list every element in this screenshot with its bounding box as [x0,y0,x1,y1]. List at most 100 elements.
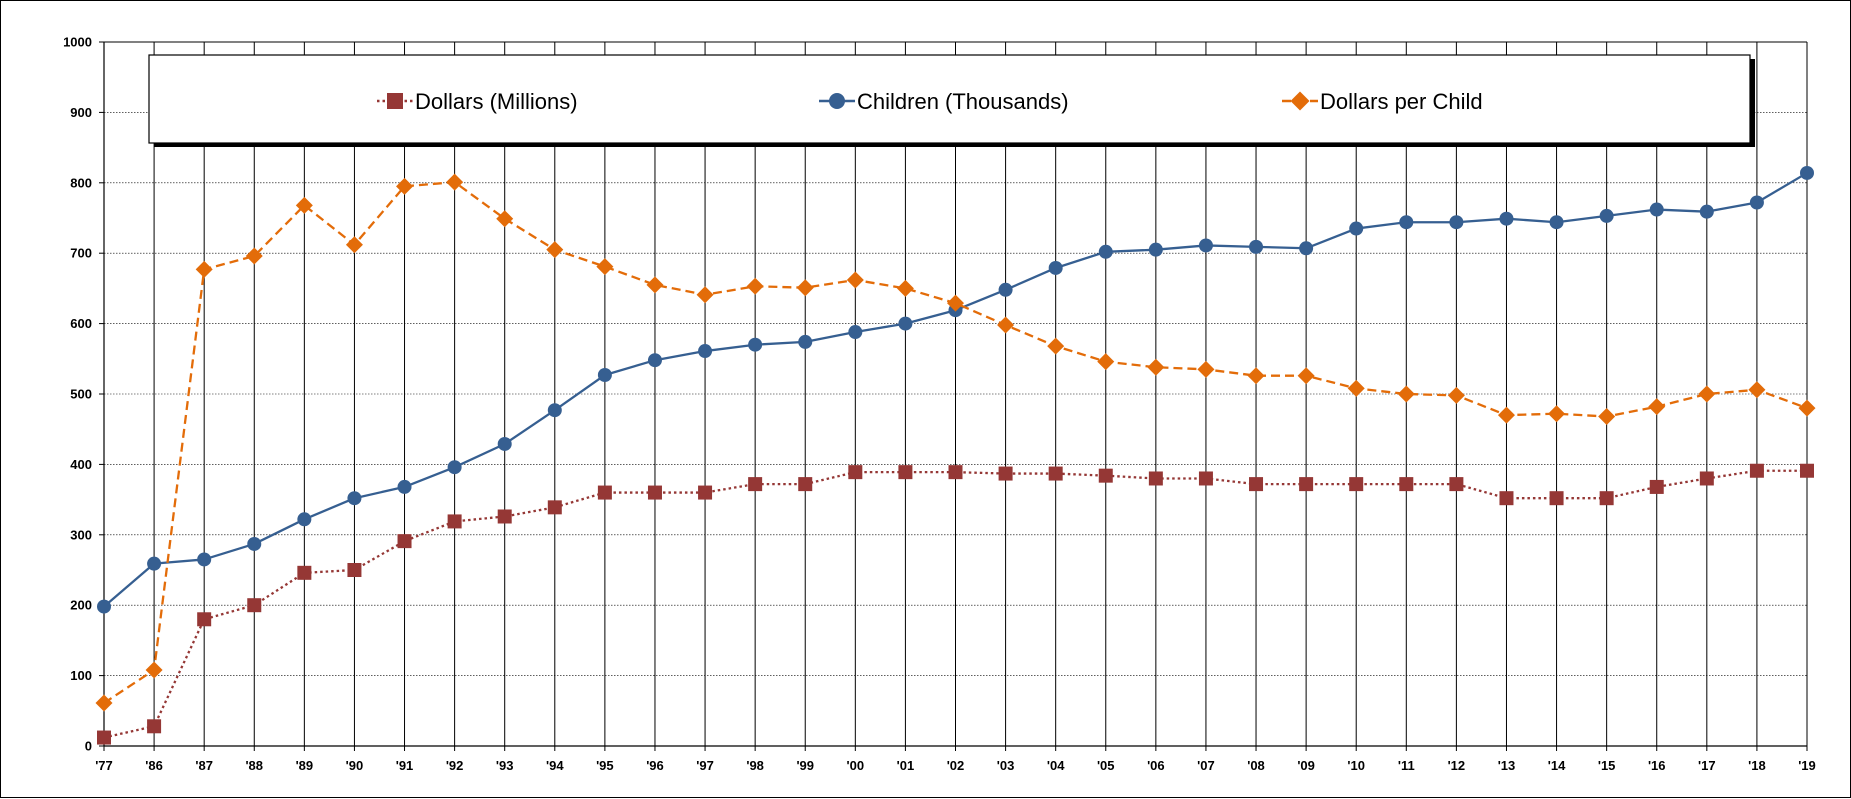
data-point [846,271,864,289]
data-point [1598,408,1616,426]
data-point [1147,358,1165,376]
data-point [1299,477,1314,492]
grid-lines [103,41,1808,747]
data-point [1699,204,1714,219]
y-tick-label: 200 [70,598,92,613]
data-point [447,514,462,529]
y-tick-label: 300 [70,527,92,542]
data-point [796,279,814,297]
x-tick-label: '16 [1648,758,1666,773]
data-point [1499,211,1514,226]
legend: Dollars (Millions) Children (Thousands) Do… [148,54,1755,147]
data-point [848,465,863,480]
data-point [1397,385,1415,403]
data-point [1599,491,1614,506]
legend-item-children-thousands: Children (Thousands) [819,89,1069,114]
x-tick-label: '89 [296,758,314,773]
data-point [1599,208,1614,223]
data-point [1749,195,1764,210]
data-point [1299,241,1314,256]
data-point [646,276,664,294]
data-point [997,316,1015,334]
data-point [848,325,863,340]
series-dollars-per-child [95,173,1816,712]
y-tick-label: 100 [70,668,92,683]
data-point [647,485,662,500]
x-tick-label: '92 [446,758,464,773]
x-tick-label: '07 [1197,758,1215,773]
data-point [1449,477,1464,492]
data-point [95,694,113,712]
data-point [1499,491,1514,506]
legend-item-dollars-per-child: Dollars per Child [1282,89,1483,114]
x-tick-label: '15 [1598,758,1616,773]
x-tick-label: '93 [496,758,514,773]
y-tick-label: 800 [70,175,92,190]
data-point [1698,385,1716,403]
data-point [1548,405,1566,423]
data-point [147,556,162,571]
data-point [397,479,412,494]
data-point [197,552,212,567]
data-point [1399,477,1414,492]
x-tick-label: '05 [1097,758,1115,773]
x-tick-label: '12 [1448,758,1466,773]
data-point [1649,479,1664,494]
data-point [647,353,662,368]
y-tick-label: 600 [70,316,92,331]
series-dollars-millions [97,463,1814,745]
data-point [798,477,813,492]
data-point [1047,337,1065,355]
data-point [597,367,612,382]
data-point [1048,260,1063,275]
x-tick-label: '17 [1698,758,1716,773]
data-point [998,282,1013,297]
data-point [295,196,313,214]
data-point [1800,165,1814,180]
x-tick-label: '01 [897,758,915,773]
data-point [297,565,312,580]
legend-swatch-marker [387,93,403,109]
data-point [97,599,111,614]
data-point [748,337,763,352]
data-point [396,177,414,195]
data-point [1497,406,1515,424]
data-point [197,612,212,627]
data-point [896,279,914,297]
data-point [1449,215,1464,230]
x-tick-label: '03 [997,758,1015,773]
data-point [195,260,213,278]
data-point [1048,466,1063,481]
y-tick-label: 0 [85,739,92,754]
y-tick-label: 700 [70,246,92,261]
data-point [1699,471,1714,486]
y-tick-label: 1000 [63,35,92,50]
data-point [898,465,913,480]
data-point [596,258,614,276]
data-point [698,485,713,500]
x-tick-label: '87 [195,758,213,773]
x-tick-label: '94 [546,758,564,773]
x-tick-label: '06 [1147,758,1165,773]
data-point [247,598,262,613]
data-point [1198,238,1213,253]
data-point [1349,221,1364,236]
x-tick-label: '11 [1398,758,1415,773]
data-point [1098,244,1113,259]
data-point [497,509,512,524]
data-point [1748,381,1766,399]
x-tick-label: '08 [1247,758,1265,773]
data-point [547,500,562,515]
data-point [798,334,813,349]
data-point [97,730,111,745]
data-point [1798,399,1816,417]
x-tick-label: '98 [746,758,764,773]
data-point [247,536,262,551]
data-point [1648,398,1666,416]
data-point [1549,215,1564,230]
data-point [748,477,763,492]
data-point [1148,242,1163,257]
data-point [948,465,963,480]
